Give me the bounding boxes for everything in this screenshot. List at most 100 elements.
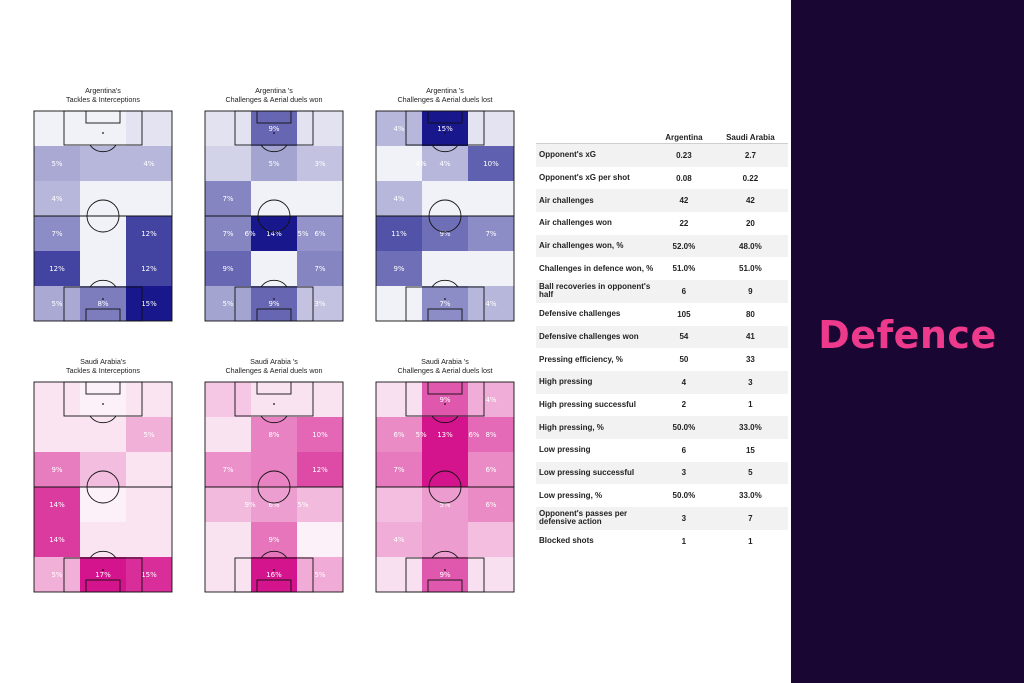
metric-label: Opponent's xG per shot	[539, 173, 630, 183]
heatmap-cell	[34, 111, 80, 146]
heatmap-cell	[297, 111, 343, 146]
cell-value-label: 5%	[439, 501, 450, 509]
cell-value-label: 9%	[439, 230, 450, 238]
cell-value-label: 7%	[314, 265, 325, 273]
metric-label: Challenges in defence won, %	[539, 263, 654, 273]
cell-value-label: 4%	[485, 300, 496, 308]
cell-value-label: 15%	[141, 571, 157, 579]
argentina-value: 50	[679, 355, 689, 365]
cell-value-label: 7%	[222, 230, 233, 238]
centre-circle	[257, 470, 291, 504]
heatmap-cell	[80, 111, 126, 146]
metric-label: Low pressing successful	[536, 461, 655, 485]
penalty-spot-bottom	[273, 569, 275, 571]
pitch-title-ksa-won: Saudi Arabia 's Challenges & Aerial duel…	[225, 357, 323, 375]
heatmap-cell	[34, 181, 80, 216]
heatmap-cell	[34, 382, 80, 417]
heatmap-cell	[205, 111, 251, 146]
argentina-value: 54	[655, 325, 713, 349]
centre-circle	[257, 199, 291, 233]
cell-value-label: 7%	[222, 195, 233, 203]
metric-label: Air challenges won, %	[536, 234, 655, 258]
six-yard-box-top	[427, 110, 463, 124]
heatmap-cell	[205, 452, 251, 487]
saudi-value: 15	[745, 445, 755, 455]
heatmap-cell	[126, 181, 172, 216]
six-yard-box-top	[427, 381, 463, 395]
cell-value-label: 9%	[268, 536, 279, 544]
table-row: Opponent's xG 0.23 2.7	[536, 143, 788, 167]
saudi-value: 41	[712, 325, 788, 349]
penalty-arc-top	[260, 415, 288, 424]
cell-value-label: 4%	[393, 536, 404, 544]
table-row: Low pressing successful 3 5	[536, 461, 788, 485]
six-yard-box-top	[85, 381, 121, 395]
argentina-value: 0.08	[676, 173, 692, 183]
saudi-value: 1	[748, 400, 753, 410]
heatmap-cell	[126, 216, 172, 251]
heatmap-cell	[297, 557, 343, 592]
heatmap-cell	[422, 452, 468, 487]
heatmap-cell	[251, 382, 297, 417]
cell-value-label: 17%	[95, 571, 111, 579]
heatmap-cell	[376, 146, 422, 181]
cell-value-label: 6%	[314, 230, 325, 238]
cell-value-label: 7%	[439, 300, 450, 308]
pitch-heatmap-arg-tackles: 5% 4% 4% 7% 12% 12% 12% 5% 8% 15%	[33, 110, 173, 322]
saudi-value: 9	[712, 280, 788, 303]
cell-value-label: 4%	[393, 195, 404, 203]
penalty-spot-top	[102, 403, 104, 405]
six-yard-box-top	[256, 381, 292, 395]
table-row: Defensive challenges 105 80	[536, 303, 788, 326]
metric-label: High pressing	[536, 370, 655, 394]
heatmap-cell	[205, 181, 251, 216]
cell-value-label: 5%	[222, 300, 233, 308]
argentina-value: 50.0%	[655, 416, 713, 439]
pitch-heatmap-ksa-lost: 9% 4% 6% 13% 8% 7% 6% 5% 6% 4% 9% 5% 6%	[375, 381, 515, 593]
heatmap-cell	[34, 251, 80, 286]
argentina-value: 0.23	[655, 143, 713, 167]
metric-label: Low pressing, %	[539, 490, 603, 500]
heatmap-cell	[251, 452, 297, 487]
saudi-value: 33.0%	[739, 491, 762, 501]
penalty-arc-top	[260, 144, 288, 153]
heatmap-cell	[376, 382, 422, 417]
metric-label: Air challenges	[536, 189, 655, 213]
argentina-value: 4	[655, 370, 713, 394]
penalty-arc-bottom	[260, 550, 288, 559]
heatmap-cell	[422, 382, 468, 417]
cell-value-label: 9%	[222, 265, 233, 273]
cell-value-label: 15%	[141, 300, 157, 308]
heatmap-cell	[376, 452, 422, 487]
heatmap-cell	[422, 181, 468, 216]
pitch-title-arg-tackles: Argentina's Tackles & Interceptions	[66, 86, 140, 104]
cell-value-label: 5%	[314, 571, 325, 579]
penalty-spot-bottom	[102, 298, 104, 300]
heatmap-cell	[126, 111, 172, 146]
header-metric	[536, 131, 655, 144]
cell-value-label: 5%	[143, 431, 154, 439]
heatmap-cell	[297, 286, 343, 321]
cell-value-label: 9%	[439, 571, 450, 579]
heatmap-cell	[297, 452, 343, 487]
cell-value-label: 8%	[97, 300, 108, 308]
heatmap-cell	[297, 382, 343, 417]
cell-value-label: 12%	[141, 230, 157, 238]
heatmap-cell	[205, 286, 251, 321]
saudi-value: 20	[745, 218, 755, 228]
saudi-value: 33	[745, 355, 755, 365]
table-row: Ball recoveries in opponent's half 6 9	[536, 280, 788, 303]
heatmap-cell	[34, 522, 80, 557]
heatmap-cell	[126, 522, 172, 557]
heatmap-cell	[34, 146, 80, 181]
section-title: Defence	[818, 313, 997, 357]
heatmap-cell	[80, 216, 126, 251]
cell-value-label: 7%	[51, 230, 62, 238]
centre-circle	[86, 470, 120, 504]
heatmap-cell	[205, 487, 251, 522]
table-header-row: Argentina Saudi Arabia	[536, 131, 788, 144]
heatmap-cell	[422, 111, 468, 146]
heatmap-cell	[205, 146, 251, 181]
table-row: Air challenges won 22 20	[536, 212, 788, 235]
centre-circle	[428, 199, 462, 233]
